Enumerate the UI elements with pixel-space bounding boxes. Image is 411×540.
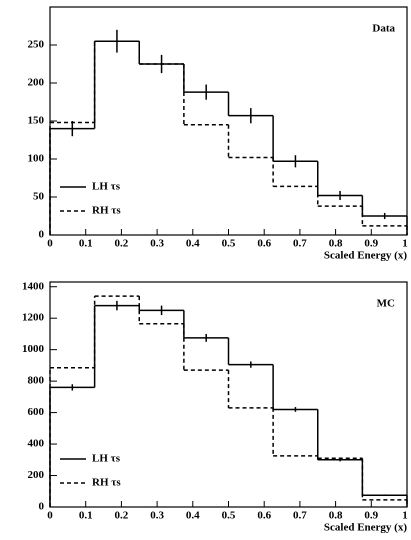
x-tick-label: 0.6: [257, 238, 271, 250]
y-tick-label: 200: [28, 469, 45, 481]
y-tick-label: 0: [39, 501, 45, 513]
x-tick-label: 0.2: [115, 510, 129, 522]
x-axis-label: Scaled Energy (x): [324, 522, 407, 534]
legend-label: RH τs: [92, 477, 121, 489]
y-tick-label: 1000: [22, 343, 45, 355]
x-tick-label: 0: [47, 238, 53, 250]
x-axis-label: Scaled Energy (x): [324, 250, 407, 262]
x-tick-label: 0.5: [222, 510, 236, 522]
x-tick-label: 0.2: [115, 238, 129, 250]
x-tick-label: 0.1: [79, 238, 93, 250]
x-tick-label: 1: [402, 510, 408, 522]
x-tick-label: 0.4: [186, 510, 200, 522]
legend-label: LH τs: [92, 181, 121, 193]
y-tick-label: 50: [33, 191, 45, 203]
x-tick-label: 0.3: [150, 238, 164, 250]
y-tick-label: 1400: [22, 280, 45, 292]
x-tick-label: 0.1: [79, 510, 93, 522]
x-tick-label: 1: [402, 238, 408, 250]
y-tick-label: 400: [28, 438, 45, 450]
x-tick-label: 0.3: [150, 510, 164, 522]
x-tick-label: 0.6: [257, 510, 271, 522]
y-tick-label: 600: [28, 406, 45, 418]
x-tick-label: 0.7: [293, 510, 307, 522]
y-tick-label: 1200: [22, 312, 45, 324]
x-tick-label: 0.7: [293, 238, 307, 250]
legend-label: LH τs: [92, 453, 121, 465]
legend-label: RH τs: [92, 205, 121, 217]
y-tick-label: 200: [28, 77, 45, 89]
x-tick-label: 0: [47, 510, 53, 522]
x-tick-label: 0.4: [186, 238, 200, 250]
panel-label: MC: [377, 298, 395, 310]
y-tick-label: 800: [28, 375, 45, 387]
panel-label: Data: [372, 23, 395, 35]
y-tick-label: 150: [28, 115, 45, 127]
x-tick-label: 0.8: [329, 510, 343, 522]
x-tick-label: 0.5: [222, 238, 236, 250]
x-tick-label: 0.8: [329, 238, 343, 250]
x-tick-label: 0.9: [364, 238, 378, 250]
x-tick-label: 0.9: [364, 510, 378, 522]
y-tick-label: 0: [39, 229, 45, 241]
y-tick-label: 100: [28, 153, 45, 165]
y-tick-label: 250: [28, 39, 45, 51]
